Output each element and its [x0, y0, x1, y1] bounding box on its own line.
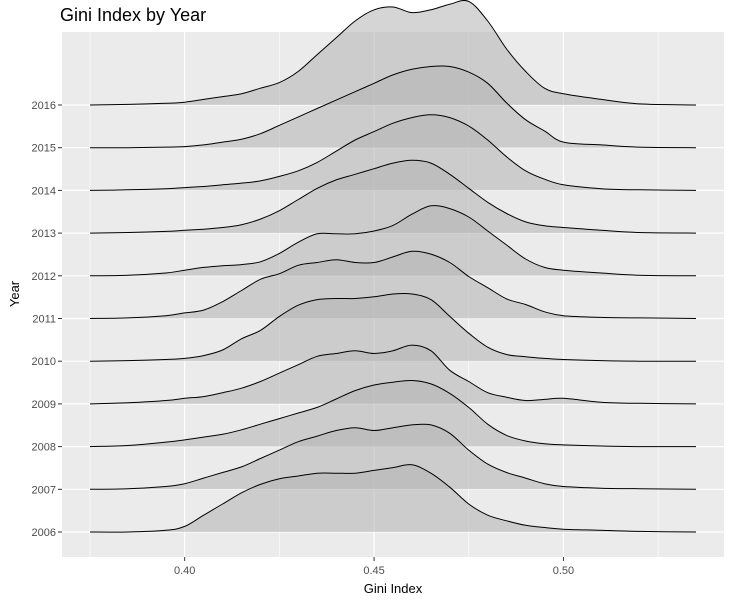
ridge-line-2016 — [89, 0, 697, 106]
ridge-area-2011 — [90, 251, 696, 319]
ridge-line-2011 — [89, 250, 697, 319]
y-tick-label: 2009 — [32, 399, 56, 411]
x-tick-label: 0.40 — [174, 565, 195, 577]
ridge-line-2013 — [89, 159, 697, 234]
density-ridges — [89, 0, 697, 533]
ridge-area-2013 — [90, 160, 696, 234]
y-axis-ticks: 2006 2007 2008 2009 2010 2011 2012 2013 2014 2015… — [32, 100, 62, 539]
ridge-area-2012 — [90, 205, 696, 276]
ridge-area-2007 — [90, 424, 696, 490]
ridge-line-2014 — [89, 114, 697, 191]
ridge-line-2007 — [89, 423, 697, 490]
ridge-line-2010 — [89, 292, 697, 362]
y-tick-label: 2016 — [32, 100, 56, 112]
y-tick-label: 2008 — [32, 442, 56, 454]
ridge-area-2006 — [90, 464, 696, 533]
ridge-line-2012 — [89, 205, 697, 277]
ridge-line-2015 — [89, 65, 697, 149]
chart-title: Gini Index by Year — [60, 5, 207, 25]
y-tick-label: 2014 — [32, 185, 56, 197]
x-tick-label: 0.50 — [553, 565, 574, 577]
ridge-line-2009 — [89, 344, 697, 405]
ridge-line-2006 — [89, 464, 697, 533]
ridge-area-2015 — [90, 65, 696, 148]
ridge-area-2016 — [90, 0, 696, 105]
y-tick-label: 2006 — [32, 527, 56, 539]
y-tick-label: 2015 — [32, 143, 56, 155]
y-tick-label: 2011 — [32, 314, 56, 326]
y-tick-label: 2010 — [32, 356, 56, 368]
x-axis-title: Gini Index — [364, 581, 423, 596]
y-tick-label: 2012 — [32, 271, 56, 283]
y-tick-label: 2007 — [32, 484, 56, 496]
x-tick-label: 0.45 — [363, 565, 384, 577]
x-axis-ticks: 0.40 0.45 0.50 — [174, 557, 574, 577]
ridge-line-2008 — [89, 379, 697, 448]
ridge-area-2010 — [90, 293, 696, 362]
y-axis-title: Year — [7, 280, 22, 307]
y-tick-label: 2013 — [32, 228, 56, 240]
ridge-area-2014 — [90, 114, 696, 191]
ridge-area-2009 — [90, 345, 696, 404]
